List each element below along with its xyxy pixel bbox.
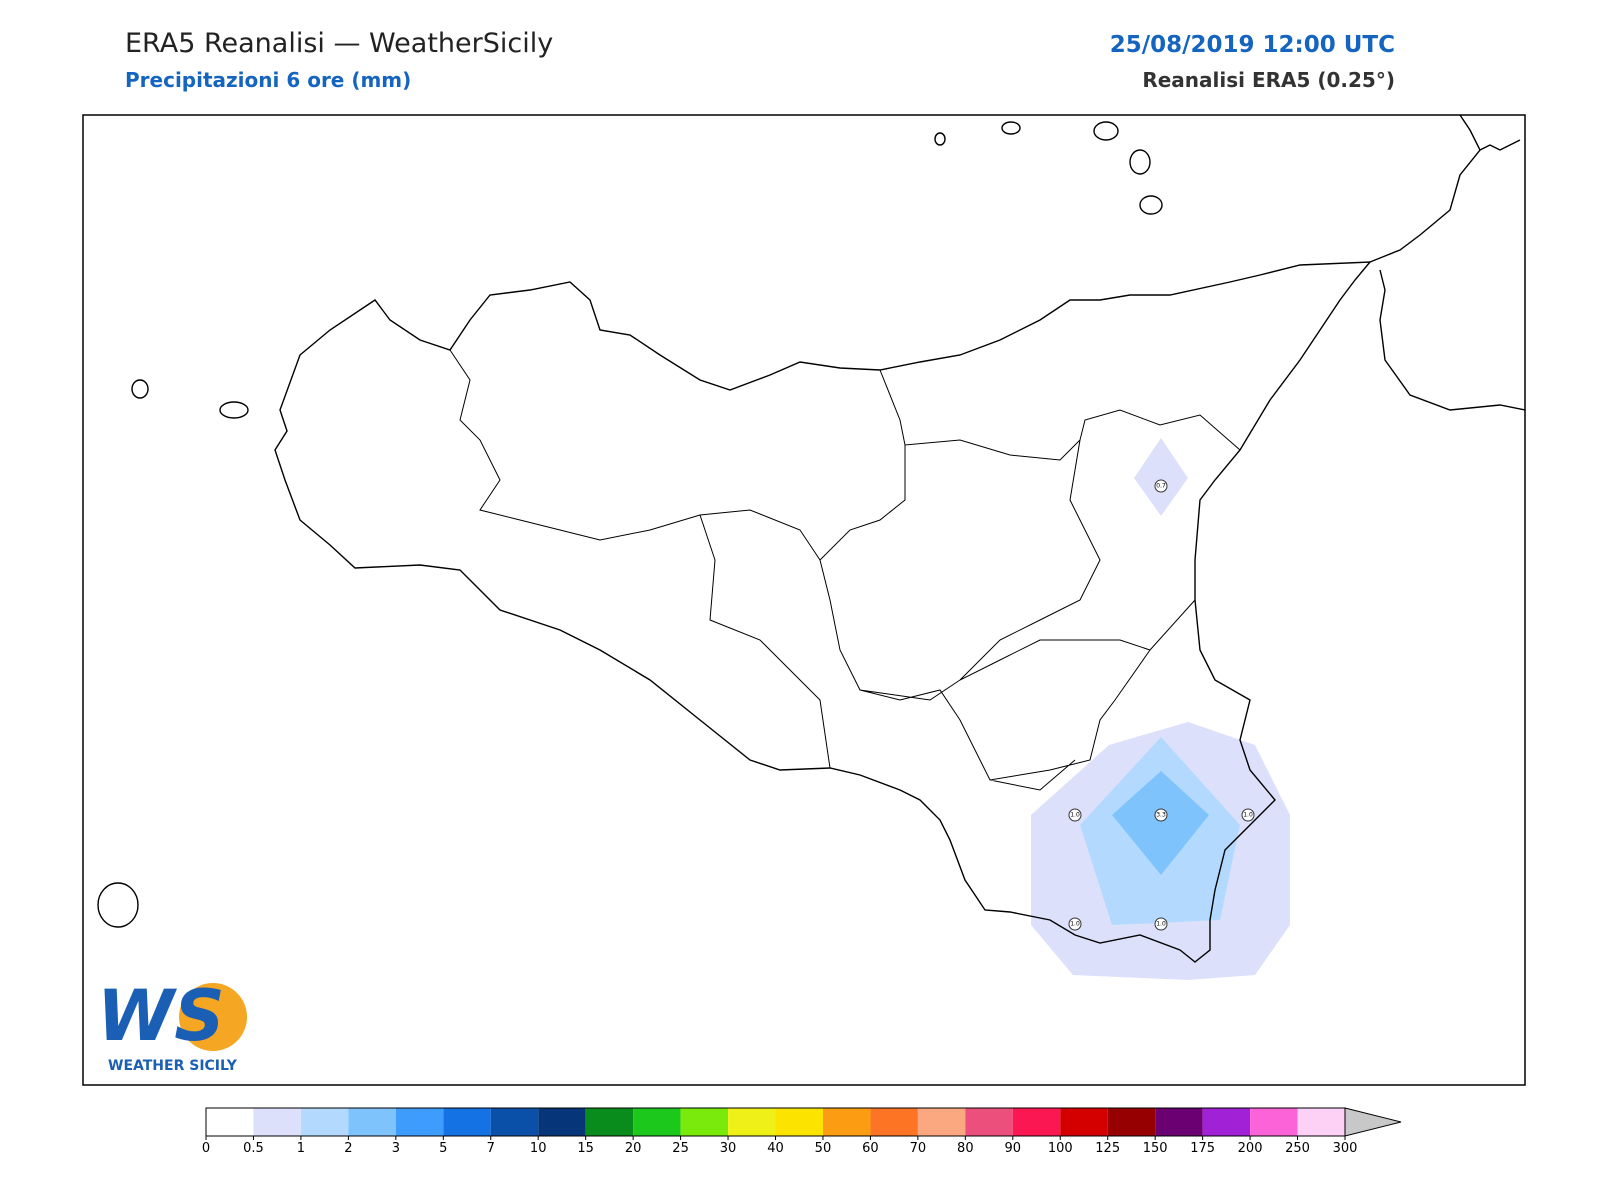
island — [219, 401, 249, 419]
island — [934, 132, 946, 146]
colorbar-bin — [822, 1108, 871, 1136]
colorbar-bin — [1155, 1108, 1203, 1136]
colorbar-label: 80 — [957, 1141, 974, 1156]
colorbar-bin — [1297, 1108, 1345, 1136]
station-value: 1.0 — [1243, 812, 1253, 819]
colorbar-label: 20 — [625, 1141, 642, 1156]
colorbar-label: 3 — [392, 1141, 400, 1156]
island — [1001, 121, 1021, 135]
colorbar-bin — [1060, 1108, 1108, 1136]
colorbar-label: 175 — [1190, 1141, 1215, 1156]
colorbar-bin — [443, 1108, 491, 1136]
colorbar-label: 30 — [720, 1141, 737, 1156]
colorbar-label: 150 — [1143, 1141, 1168, 1156]
province-border — [449, 349, 1241, 791]
valid-time: 25/08/2019 12:00 UTC — [1110, 32, 1395, 58]
colorbar-label: 125 — [1095, 1141, 1120, 1156]
station-value: 1.0 — [1070, 921, 1080, 928]
island — [1129, 149, 1151, 175]
colorbar-bin — [538, 1108, 586, 1136]
logo-sun — [179, 983, 247, 1051]
colorbar-label: 10 — [530, 1141, 547, 1156]
station-value: 0.7 — [1156, 483, 1166, 490]
colorbar-bin — [1012, 1108, 1061, 1136]
colorbar-bin — [206, 1108, 254, 1136]
logo-name: WEATHER SICILY — [108, 1058, 238, 1074]
station-marker — [1241, 808, 1255, 822]
colorbar-label: 40 — [767, 1141, 784, 1156]
colorbar-bin — [775, 1108, 823, 1136]
colorbar-bin — [1107, 1108, 1156, 1136]
logo-mark: WS — [97, 975, 225, 1057]
colorbar-bin — [395, 1108, 444, 1136]
colorbar-label: 2 — [344, 1141, 352, 1156]
station-marker — [1068, 808, 1082, 822]
colorbar-label: 50 — [815, 1141, 832, 1156]
island — [1093, 121, 1119, 141]
colorbar-bin — [585, 1108, 634, 1136]
station-values: 0.7 3.3 1.0 1.0 1.0 1.0 — [1068, 479, 1255, 931]
colorbar-label: 70 — [910, 1141, 927, 1156]
colorbar-bin — [965, 1108, 1013, 1136]
colorbar-bin — [300, 1108, 349, 1136]
colorbar-bin — [917, 1108, 966, 1136]
colorbar-label: 15 — [577, 1141, 594, 1156]
colorbar-extension — [1344, 1107, 1402, 1137]
colorbar-bin — [490, 1108, 539, 1136]
colorbar-label: 100 — [1048, 1141, 1073, 1156]
colorbar-label: 200 — [1238, 1141, 1263, 1156]
logo: WS WEATHER SICILY — [97, 975, 247, 1074]
colorbar-label: 60 — [862, 1141, 879, 1156]
colorbar-label: 25 — [672, 1141, 689, 1156]
precip-area — [1112, 771, 1209, 875]
coastline — [274, 261, 1372, 963]
map: 0.7 3.3 1.0 1.0 1.0 1.0 WS WEATHER SICIL… — [82, 114, 1526, 1086]
island — [131, 379, 149, 399]
colorbar-bin — [348, 1108, 396, 1136]
colorbar-bin — [680, 1108, 729, 1136]
island — [97, 882, 139, 928]
title: ERA5 Reanalisi — WeatherSicily — [125, 28, 553, 59]
colorbar-label: 90 — [1005, 1141, 1022, 1156]
colorbar-bin — [870, 1108, 918, 1136]
colorbar-label: 1 — [297, 1141, 305, 1156]
colorbar-label: 0.5 — [243, 1141, 264, 1156]
colorbar: 0 0.5 1 2 3 5 7 10 15 20 25 30 40 50 60 70 80 90 100 125 150… — [202, 1107, 1402, 1156]
map-frame — [82, 114, 1526, 1086]
model-name: Reanalisi ERA5 (0.25°) — [1142, 68, 1395, 92]
station-marker — [1154, 479, 1168, 493]
colorbar-bin — [253, 1108, 301, 1136]
colorbar-label: 250 — [1285, 1141, 1310, 1156]
colorbar-label: 300 — [1333, 1141, 1358, 1156]
colorbar-bin — [633, 1108, 681, 1136]
colorbar-label: 5 — [439, 1141, 447, 1156]
station-marker — [1154, 917, 1168, 931]
station-value: 1.0 — [1070, 812, 1080, 819]
colorbar-bin — [1202, 1108, 1251, 1136]
station-marker — [1068, 917, 1082, 931]
station-value: 3.3 — [1156, 812, 1166, 819]
station-value: 1.0 — [1156, 921, 1166, 928]
colorbar-bin — [1250, 1108, 1298, 1136]
subtitle: Precipitazioni 6 ore (mm) — [125, 68, 411, 92]
colorbar-bin — [728, 1108, 776, 1136]
island — [1139, 195, 1163, 215]
colorbar-label: 7 — [487, 1141, 495, 1156]
coastline — [1379, 139, 1526, 411]
precip-area — [1134, 438, 1188, 516]
station-marker — [1154, 808, 1168, 822]
colorbar-label: 0 — [202, 1141, 210, 1156]
coastline — [1369, 114, 1481, 263]
